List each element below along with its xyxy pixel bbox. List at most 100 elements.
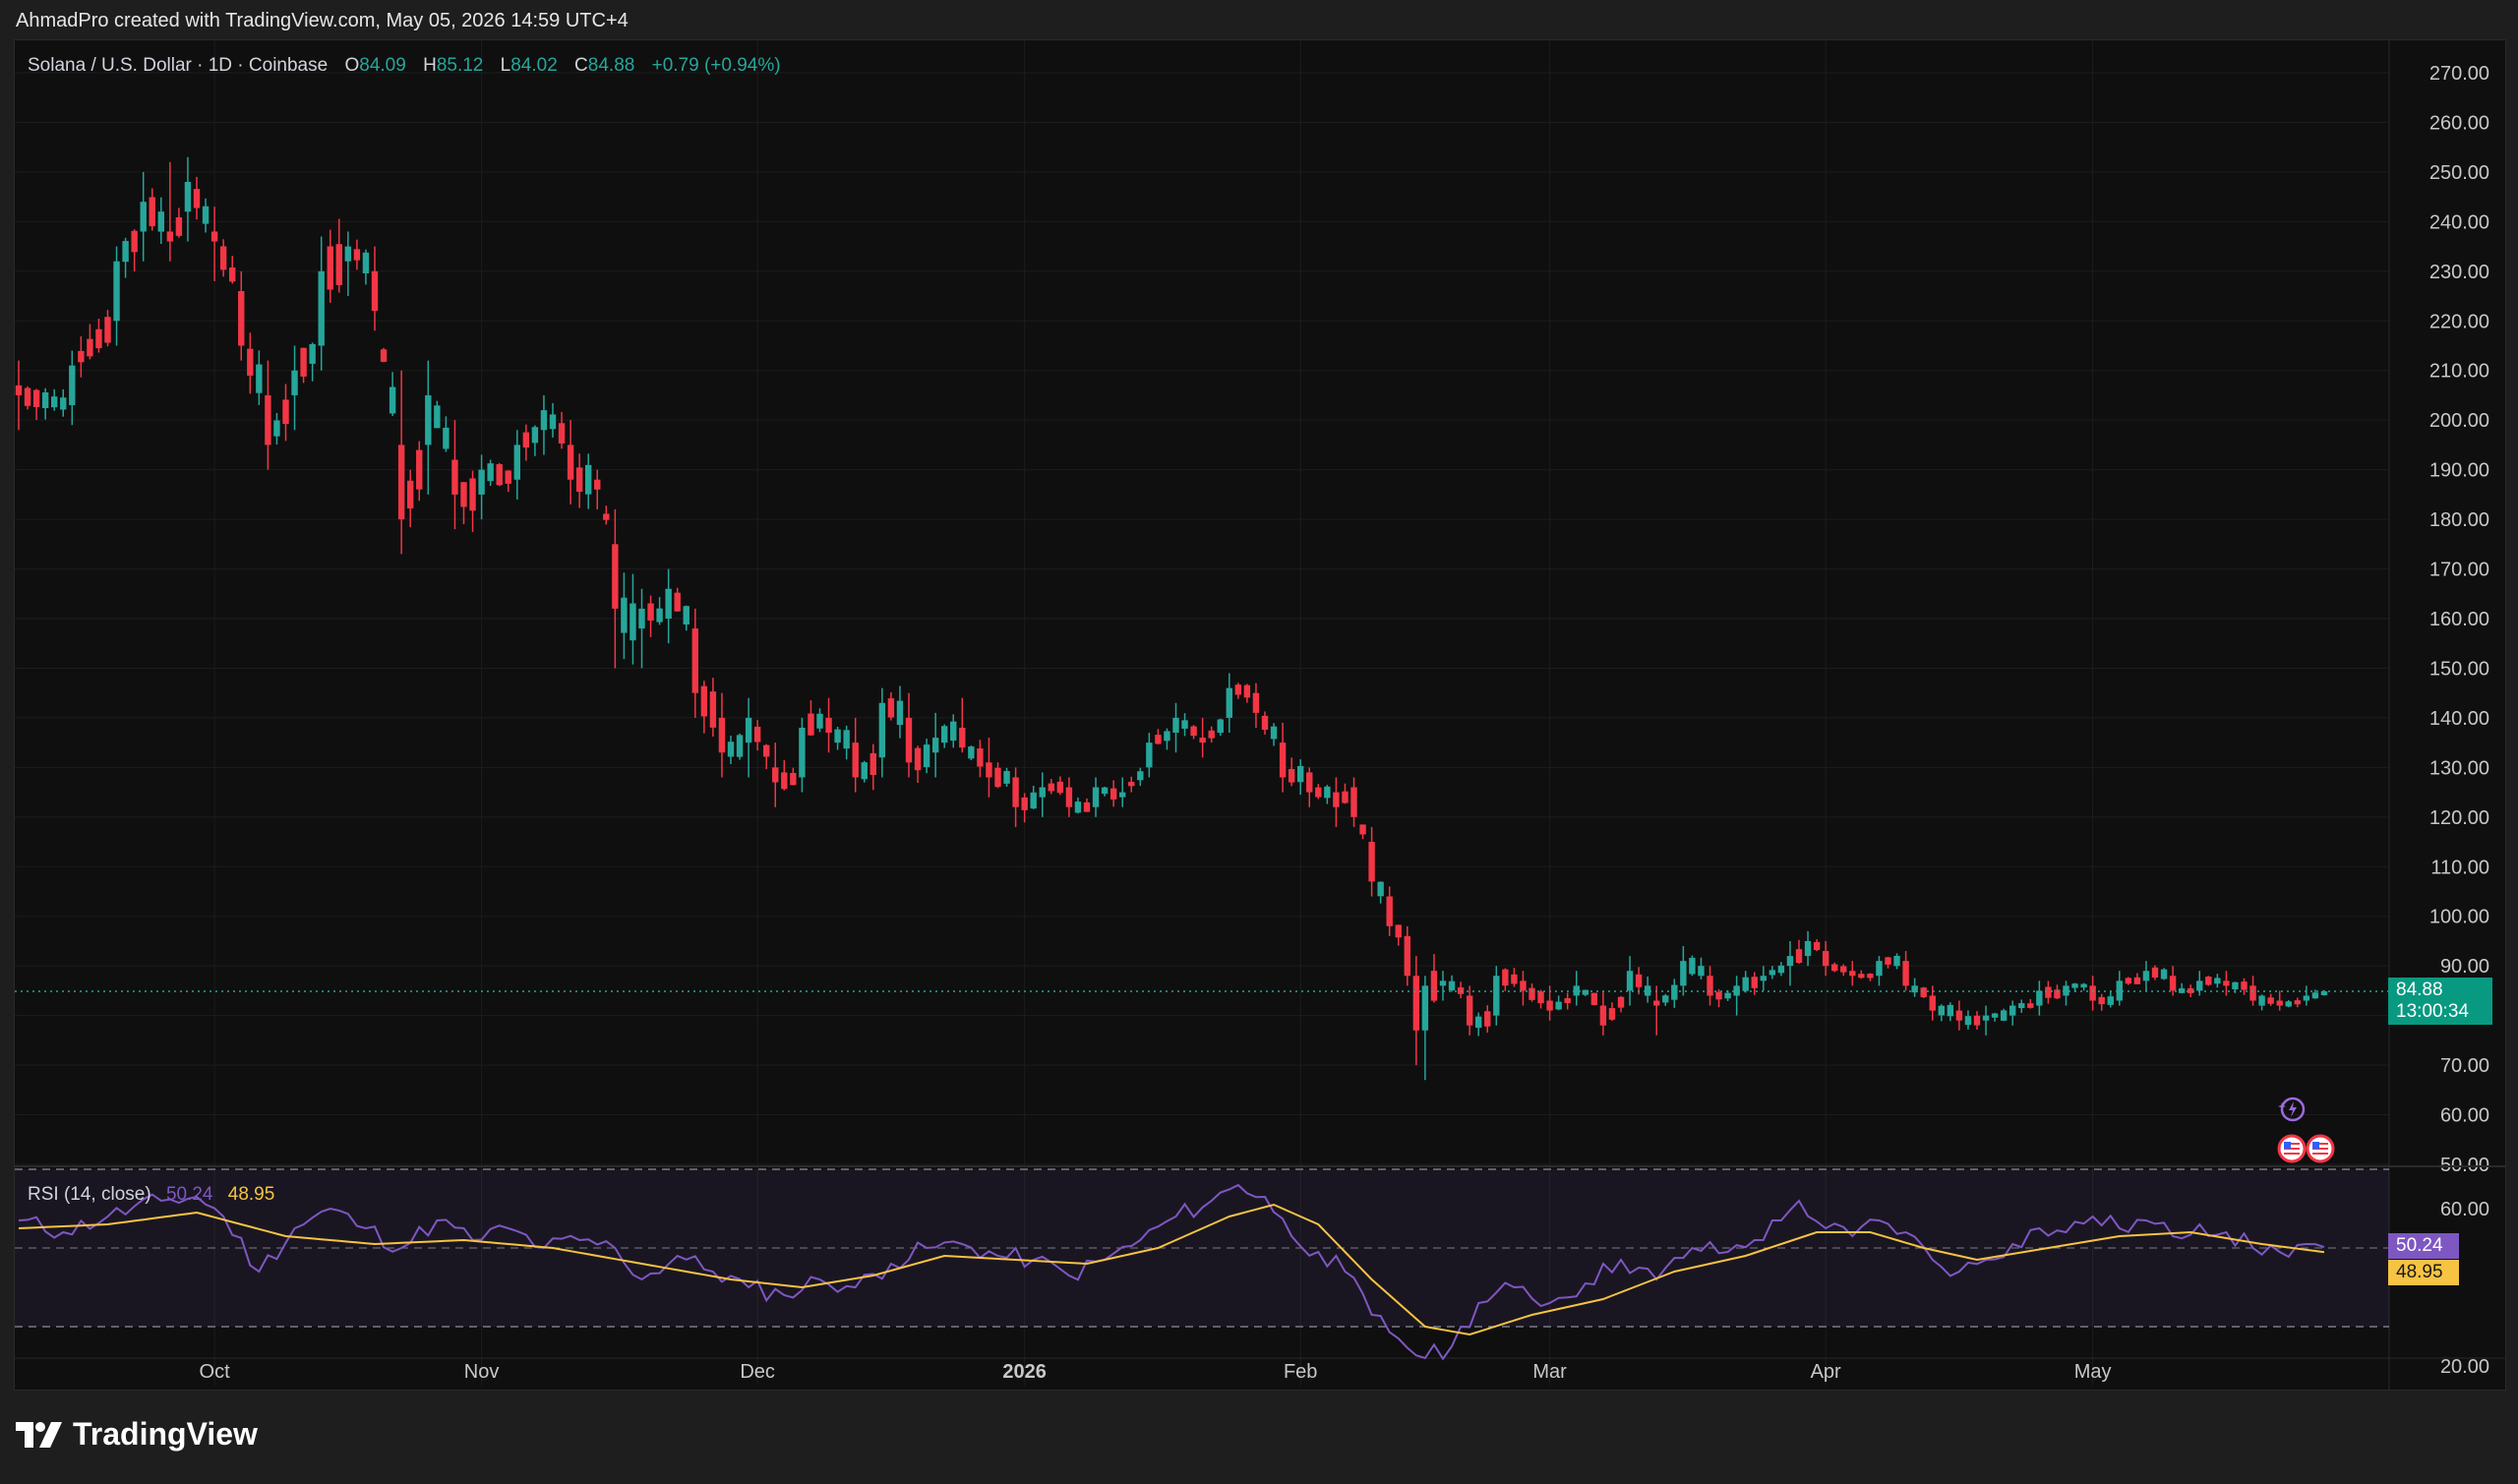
candle-body[interactable] xyxy=(1564,997,1571,1004)
candle-body[interactable] xyxy=(1795,949,1803,964)
candle-body[interactable] xyxy=(1466,995,1473,1026)
candle-body[interactable] xyxy=(2196,980,2203,991)
candle-body[interactable] xyxy=(1315,787,1322,798)
candle-body[interactable] xyxy=(790,773,797,786)
candle-body[interactable] xyxy=(1689,957,1696,975)
candle-body[interactable] xyxy=(1119,792,1126,798)
candle-body[interactable] xyxy=(69,365,76,406)
candle-body[interactable] xyxy=(1520,980,1527,991)
candle-body[interactable] xyxy=(1324,786,1331,799)
candle-body[interactable] xyxy=(781,772,788,790)
candle-body[interactable] xyxy=(1858,974,1865,979)
candle-body[interactable] xyxy=(1680,961,1687,986)
candle-body[interactable] xyxy=(959,728,966,748)
candle-body[interactable] xyxy=(941,726,948,743)
candle-body[interactable] xyxy=(2320,991,2328,996)
candle-body[interactable] xyxy=(1030,792,1037,809)
candle-body[interactable] xyxy=(1608,1008,1616,1020)
candle-body[interactable] xyxy=(397,445,405,520)
candle-body[interactable] xyxy=(1048,783,1054,792)
candle-body[interactable] xyxy=(371,270,379,312)
candle-body[interactable] xyxy=(487,463,494,482)
candle-body[interactable] xyxy=(2142,971,2150,981)
candle-body[interactable] xyxy=(1368,842,1375,882)
candle-body[interactable] xyxy=(1760,976,1767,981)
candle-body[interactable] xyxy=(1938,1005,1945,1016)
candle-body[interactable] xyxy=(1840,966,1847,973)
candle-body[interactable] xyxy=(2160,969,2168,979)
candle-body[interactable] xyxy=(2311,992,2319,999)
candle-body[interactable] xyxy=(1448,980,1456,991)
candle-body[interactable] xyxy=(1493,976,1500,1016)
candle-body[interactable] xyxy=(931,738,939,753)
candle-body[interactable] xyxy=(772,767,779,783)
candle-body[interactable] xyxy=(219,246,227,270)
candle-body[interactable] xyxy=(2018,1003,2025,1009)
candle-body[interactable] xyxy=(210,231,218,242)
candle-body[interactable] xyxy=(1911,985,1918,993)
candle-body[interactable] xyxy=(1243,684,1251,698)
candle-body[interactable] xyxy=(878,702,886,758)
candle-body[interactable] xyxy=(834,729,841,743)
candle-body[interactable] xyxy=(2027,1003,2034,1008)
candle-body[interactable] xyxy=(87,338,93,357)
candle-body[interactable] xyxy=(674,592,681,612)
candle-body[interactable] xyxy=(1404,935,1410,977)
candle-body[interactable] xyxy=(1893,955,1900,967)
candle-body[interactable] xyxy=(1217,719,1224,734)
candle-body[interactable] xyxy=(1074,801,1082,813)
candle-body[interactable] xyxy=(60,397,67,410)
candle-body[interactable] xyxy=(1973,1015,1981,1026)
candle-body[interactable] xyxy=(1537,991,1544,1004)
candle-body[interactable] xyxy=(1599,1005,1607,1026)
candle-body[interactable] xyxy=(531,427,539,444)
candle-body[interactable] xyxy=(753,726,761,742)
candle-body[interactable] xyxy=(2223,980,2230,986)
candle-body[interactable] xyxy=(51,396,58,408)
candle-body[interactable] xyxy=(630,603,636,641)
candle-body[interactable] xyxy=(478,469,485,495)
candle-body[interactable] xyxy=(540,410,548,431)
candle-body[interactable] xyxy=(353,249,361,261)
candle-body[interactable] xyxy=(202,206,210,224)
candle-body[interactable] xyxy=(1297,765,1304,783)
candle-body[interactable] xyxy=(843,730,850,749)
candle-body[interactable] xyxy=(2276,1000,2283,1006)
candle-body[interactable] xyxy=(1288,768,1295,783)
candle-body[interactable] xyxy=(15,385,23,395)
candle-body[interactable] xyxy=(78,350,85,363)
candle-body[interactable] xyxy=(950,721,957,742)
candle-body[interactable] xyxy=(665,588,672,619)
candle-body[interactable] xyxy=(986,762,992,778)
candle-body[interactable] xyxy=(799,728,806,778)
candle-body[interactable] xyxy=(1012,777,1019,807)
candle-body[interactable] xyxy=(1021,797,1028,810)
chart-frame[interactable]: 270.00 260.00 250.00 240.00 230.00 220.00 210.… xyxy=(14,39,2506,1391)
candle-body[interactable] xyxy=(1751,977,1758,988)
candle-body[interactable] xyxy=(2285,1001,2292,1007)
candle-body[interactable] xyxy=(389,386,396,414)
candle-body[interactable] xyxy=(282,399,289,425)
candle-body[interactable] xyxy=(175,216,183,236)
candle-body[interactable] xyxy=(1653,1000,1660,1006)
candle-body[interactable] xyxy=(994,767,1001,788)
candle-body[interactable] xyxy=(905,717,913,763)
candle-body[interactable] xyxy=(149,197,155,227)
candle-body[interactable] xyxy=(1333,792,1340,807)
candle-body[interactable] xyxy=(1261,715,1269,731)
chart-canvas[interactable]: 270.00 260.00 250.00 240.00 230.00 220.00 210.… xyxy=(15,40,2505,1390)
candle-body[interactable] xyxy=(1146,742,1153,768)
candle-body[interactable] xyxy=(2188,987,2194,993)
candle-body[interactable] xyxy=(2241,981,2248,990)
candle-body[interactable] xyxy=(594,479,601,490)
candle-body[interactable] xyxy=(612,544,619,609)
candle-body[interactable] xyxy=(184,182,192,212)
candle-body[interactable] xyxy=(745,717,752,743)
candle-body[interactable] xyxy=(1226,687,1232,718)
candle-body[interactable] xyxy=(1306,772,1313,793)
candle-body[interactable] xyxy=(1279,742,1287,778)
candle-body[interactable] xyxy=(291,370,298,395)
candle-body[interactable] xyxy=(1172,717,1179,734)
candle-body[interactable] xyxy=(407,480,414,508)
candle-body[interactable] xyxy=(2205,977,2212,985)
